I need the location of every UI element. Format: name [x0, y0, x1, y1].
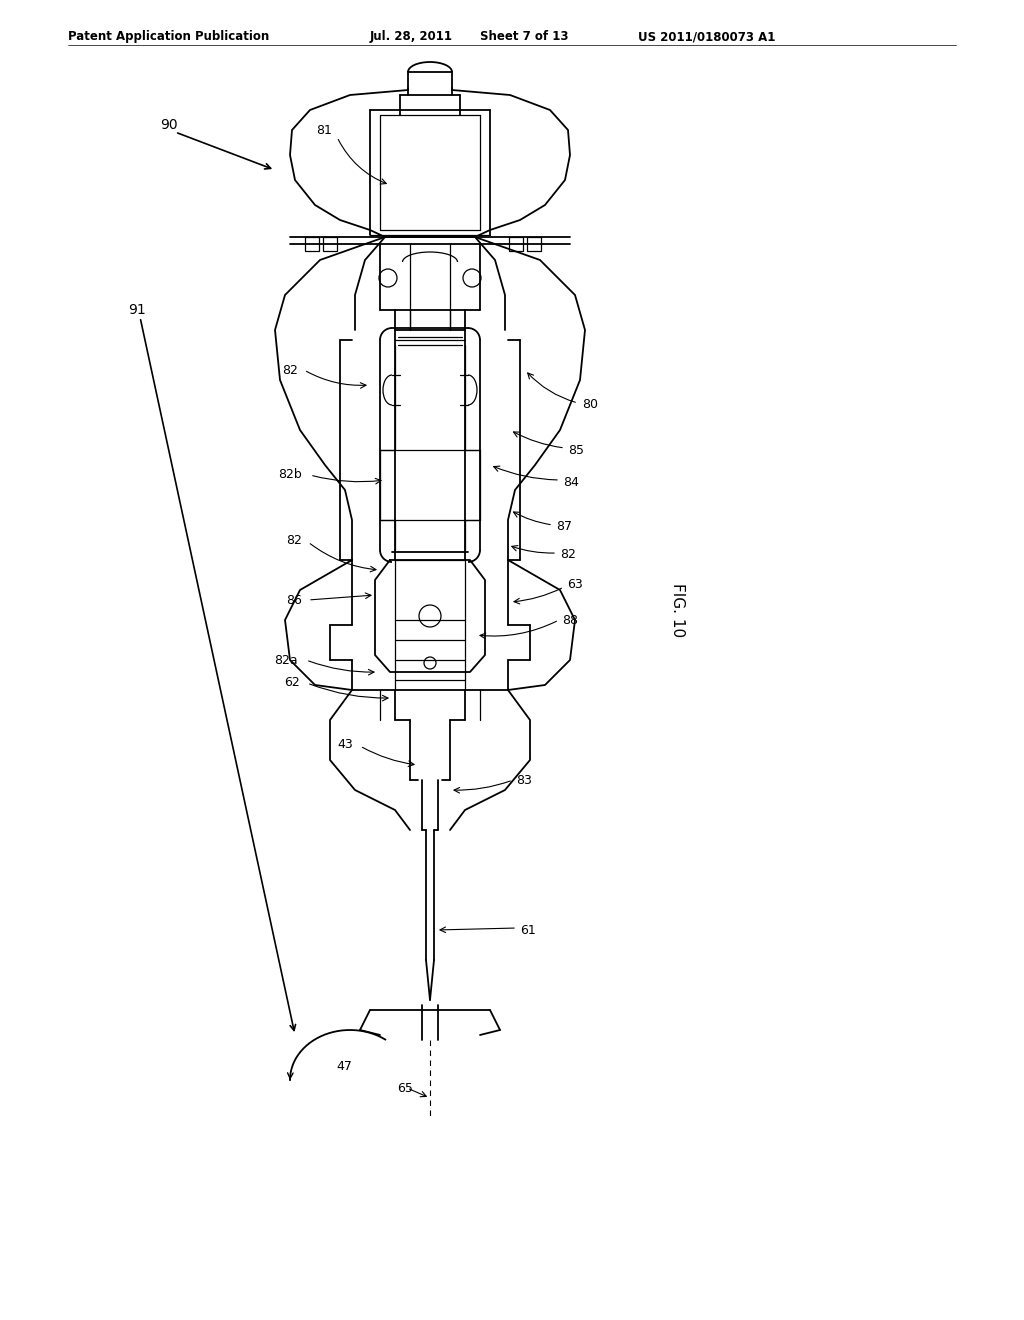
Text: 83: 83	[516, 774, 531, 787]
Circle shape	[379, 269, 397, 286]
Text: 82b: 82b	[279, 469, 302, 482]
Text: 62: 62	[285, 676, 300, 689]
Text: 82: 82	[560, 549, 575, 561]
Bar	[509, 238, 523, 251]
Text: US 2011/0180073 A1: US 2011/0180073 A1	[638, 30, 775, 44]
Text: 86: 86	[286, 594, 302, 606]
Text: Patent Application Publication: Patent Application Publication	[68, 30, 269, 44]
Bar	[323, 238, 337, 251]
Circle shape	[424, 657, 436, 669]
Text: 84: 84	[563, 475, 579, 488]
Text: 65: 65	[397, 1081, 413, 1094]
Text: 63: 63	[567, 578, 583, 591]
Text: 82: 82	[286, 533, 302, 546]
Circle shape	[463, 269, 481, 286]
Text: 90: 90	[160, 117, 177, 132]
Text: 61: 61	[520, 924, 536, 936]
Text: 82a: 82a	[274, 653, 298, 667]
Text: Sheet 7 of 13: Sheet 7 of 13	[480, 30, 568, 44]
Circle shape	[419, 605, 441, 627]
Text: 87: 87	[556, 520, 572, 533]
Text: 82: 82	[283, 363, 298, 376]
Text: 85: 85	[568, 444, 584, 457]
Text: Jul. 28, 2011: Jul. 28, 2011	[370, 30, 453, 44]
Text: 47: 47	[336, 1060, 352, 1073]
Text: 43: 43	[337, 738, 353, 751]
Text: 80: 80	[582, 399, 598, 412]
Text: 88: 88	[562, 614, 578, 627]
Bar	[305, 238, 319, 251]
Text: 91: 91	[128, 304, 145, 317]
Text: 81: 81	[316, 124, 332, 136]
Bar	[527, 238, 541, 251]
Text: FIG. 10: FIG. 10	[670, 583, 685, 638]
